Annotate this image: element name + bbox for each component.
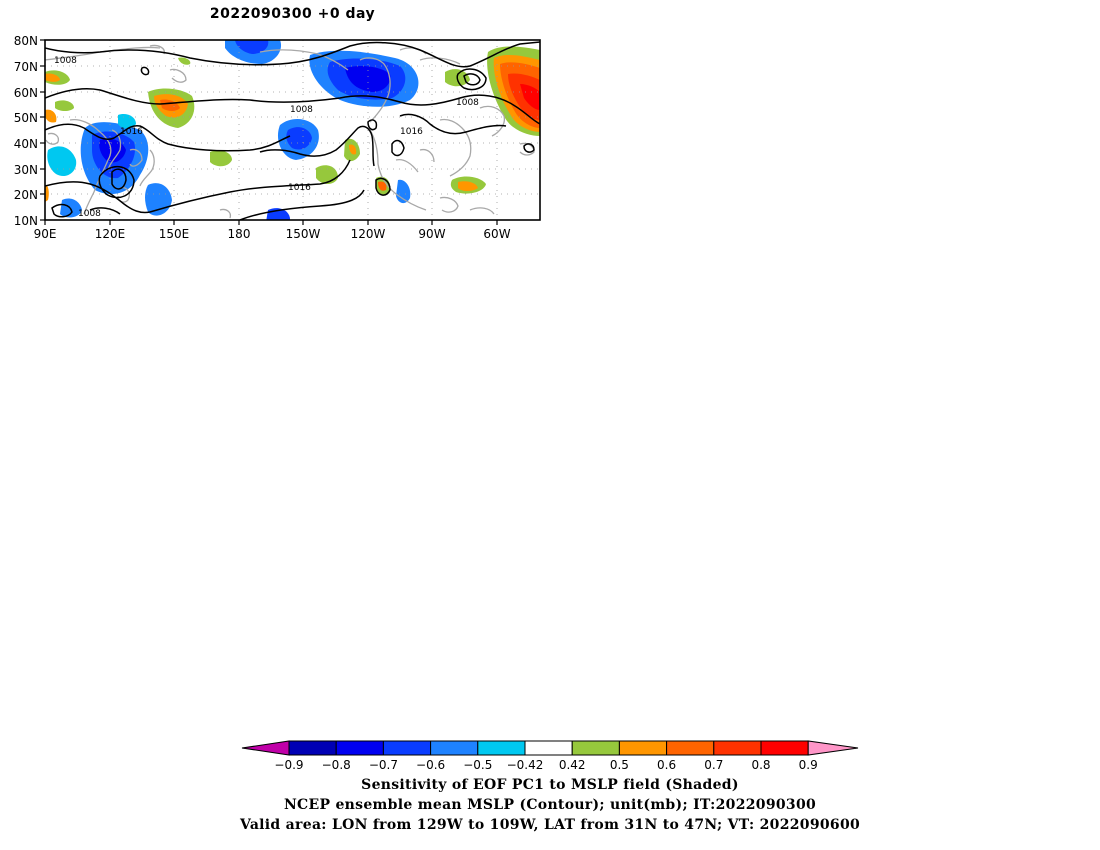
contour-label: 1016 bbox=[288, 183, 311, 193]
tick-marks bbox=[40, 39, 498, 225]
colorbar: −0.9 −0.8 −0.7 −0.6 −0.5 −0.42 0.42 0.5 0.6 0.7 0.… bbox=[241, 740, 859, 772]
colorbar-box bbox=[666, 740, 715, 756]
lon-label: 60W bbox=[483, 227, 510, 241]
lat-label: 30N bbox=[14, 163, 38, 177]
contour-label: 1008 bbox=[78, 209, 101, 219]
colorbar-tick-label: −0.9 bbox=[274, 758, 303, 772]
latitude-labels: 80N 70N 60N 50N 40N 30N 20N 10N bbox=[14, 34, 38, 228]
colorbar-tick-label: 0.8 bbox=[751, 758, 770, 772]
caption-line-2: NCEP ensemble mean MSLP (Contour); unit(… bbox=[283, 797, 817, 813]
colorbar-tick-label: 0.42 bbox=[559, 758, 586, 772]
colorbar-tick-label: 0.6 bbox=[657, 758, 676, 772]
lon-label: 90W bbox=[418, 227, 445, 241]
colorbar-tick-label: −0.8 bbox=[322, 758, 351, 772]
contour-label: 1016 bbox=[400, 127, 423, 137]
longitude-labels: 90E 120E 150E 180 150W 120W 90W 60W bbox=[34, 227, 511, 241]
lon-label: 90E bbox=[34, 227, 57, 241]
colorbar-tick-label: 0.9 bbox=[799, 758, 818, 772]
colorbar-box bbox=[618, 740, 668, 756]
map-plot: 1008 1008 1008 1016 1016 1016 1008 80N 7… bbox=[14, 34, 541, 241]
lon-label: 150E bbox=[159, 227, 190, 241]
lat-label: 50N bbox=[14, 111, 38, 125]
lon-label: 150W bbox=[286, 227, 321, 241]
colorbar-tick-label: −0.5 bbox=[463, 758, 492, 772]
lat-label: 80N bbox=[14, 34, 38, 48]
colorbar-box bbox=[760, 740, 809, 756]
contour-label: 1008 bbox=[290, 105, 313, 115]
lat-label: 10N bbox=[14, 214, 38, 228]
colorbar-tick-label: 0.7 bbox=[704, 758, 723, 772]
colorbar-low-triangle bbox=[241, 740, 290, 756]
colorbar-box bbox=[713, 740, 762, 756]
lat-label: 60N bbox=[14, 86, 38, 100]
colorbar-labels: −0.9 −0.8 −0.7 −0.6 −0.5 −0.42 0.42 0.5 0.6 0.7 0.… bbox=[274, 758, 817, 772]
shaded-sensitivity-field bbox=[45, 40, 540, 220]
colorbar-box bbox=[288, 740, 337, 756]
colorbar-boxes bbox=[241, 740, 859, 756]
map-frame bbox=[44, 39, 541, 221]
colorbar-box bbox=[335, 740, 384, 756]
colorbar-box bbox=[382, 740, 432, 756]
contour-label: 1016 bbox=[120, 127, 143, 137]
colorbar-box bbox=[477, 740, 526, 756]
contour-labels: 1008 1008 1008 1016 1016 1016 1008 bbox=[54, 56, 479, 219]
colorbar-box bbox=[571, 740, 620, 756]
map-title: 2022090300 +0 day bbox=[209, 6, 376, 22]
colorbar-high-triangle bbox=[807, 740, 859, 756]
colorbar-tick-label: 0.5 bbox=[610, 758, 629, 772]
lon-label: 120E bbox=[95, 227, 126, 241]
colorbar-tick-label: −0.42 bbox=[507, 758, 544, 772]
caption-line-3: Valid area: LON from 129W to 109W, LAT f… bbox=[239, 817, 861, 833]
contour-label: 1008 bbox=[456, 98, 479, 108]
lon-label: 180 bbox=[228, 227, 251, 241]
colorbar-box bbox=[524, 740, 573, 756]
lon-label: 120W bbox=[351, 227, 386, 241]
graticule bbox=[45, 40, 540, 220]
contour-label: 1008 bbox=[54, 56, 77, 66]
lat-label: 40N bbox=[14, 137, 38, 151]
mslp-contours bbox=[45, 41, 540, 220]
lat-label: 20N bbox=[14, 188, 38, 202]
colorbar-tick-label: −0.6 bbox=[416, 758, 445, 772]
lat-label: 70N bbox=[14, 60, 38, 74]
caption-line-1: Sensitivity of EOF PC1 to MSLP field (Sh… bbox=[361, 777, 739, 793]
colorbar-box bbox=[430, 740, 479, 756]
colorbar-tick-label: −0.7 bbox=[369, 758, 398, 772]
